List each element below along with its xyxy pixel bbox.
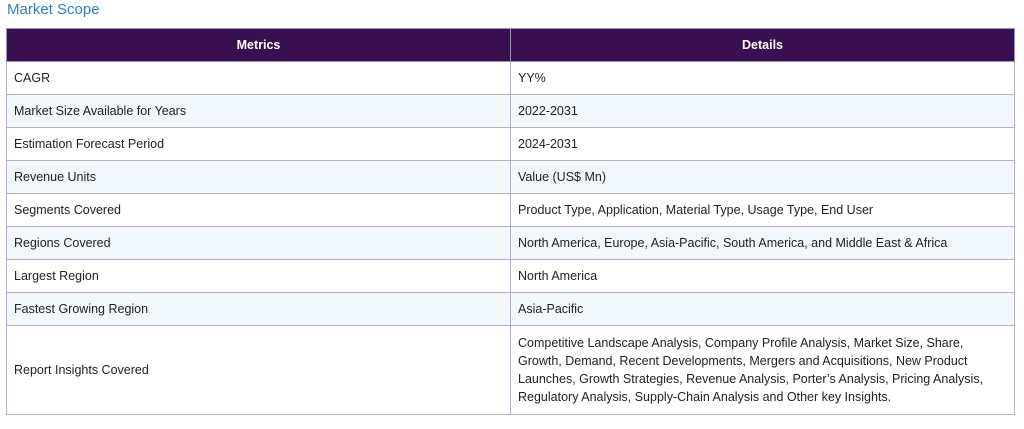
metric-cell: Revenue Units <box>6 160 511 194</box>
metric-cell: Regions Covered <box>6 226 511 260</box>
market-scope-table: Metrics Details CAGR YY% Market Size Ava… <box>6 28 1015 415</box>
details-cell: Value (US$ Mn) <box>510 160 1015 194</box>
table-header-row: Metrics Details <box>6 28 1015 62</box>
table-row: Regions Covered North America, Europe, A… <box>6 226 1015 260</box>
metric-cell: Fastest Growing Region <box>6 292 511 326</box>
metric-cell: CAGR <box>6 61 511 95</box>
details-cell: Competitive Landscape Analysis, Company … <box>510 325 1015 415</box>
section-title: Market Scope <box>7 1 100 18</box>
details-cell: Asia-Pacific <box>510 292 1015 326</box>
metric-cell: Report Insights Covered <box>6 325 511 415</box>
metric-cell: Segments Covered <box>6 193 511 227</box>
table-row: Estimation Forecast Period 2024-2031 <box>6 127 1015 161</box>
table-row: CAGR YY% <box>6 61 1015 95</box>
details-cell: North America <box>510 259 1015 293</box>
details-cell: Product Type, Application, Material Type… <box>510 193 1015 227</box>
table-row: Segments Covered Product Type, Applicati… <box>6 193 1015 227</box>
table-row: Market Size Available for Years 2022-203… <box>6 94 1015 128</box>
metric-cell: Estimation Forecast Period <box>6 127 511 161</box>
table-row: Fastest Growing Region Asia-Pacific <box>6 292 1015 326</box>
details-cell: 2024-2031 <box>510 127 1015 161</box>
table-row: Revenue Units Value (US$ Mn) <box>6 160 1015 194</box>
table-row: Report Insights Covered Competitive Land… <box>6 325 1015 415</box>
details-column-header: Details <box>510 28 1015 62</box>
metrics-column-header: Metrics <box>6 28 511 62</box>
metric-cell: Largest Region <box>6 259 511 293</box>
details-cell: YY% <box>510 61 1015 95</box>
table-row: Largest Region North America <box>6 259 1015 293</box>
details-cell: North America, Europe, Asia-Pacific, Sou… <box>510 226 1015 260</box>
metric-cell: Market Size Available for Years <box>6 94 511 128</box>
details-cell: 2022-2031 <box>510 94 1015 128</box>
